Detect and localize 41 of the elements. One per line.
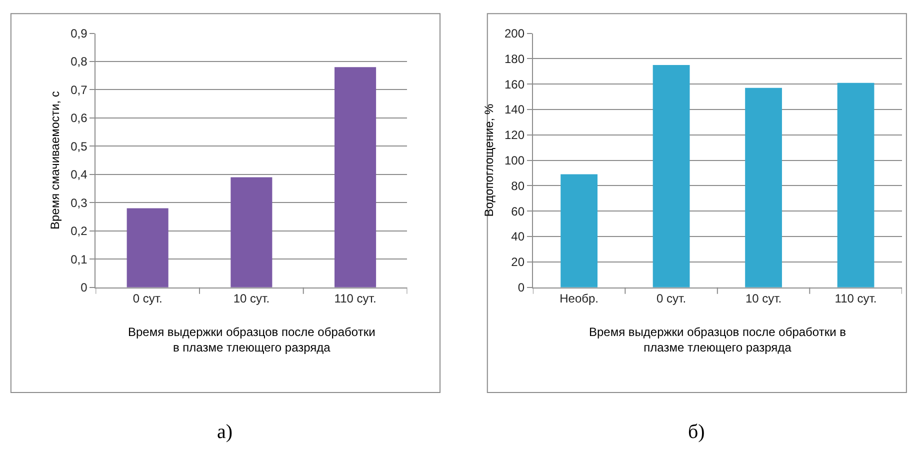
y-tick-label: 0 (80, 280, 88, 295)
y-axis-title: Водопоглощение, % (482, 104, 496, 217)
bar (837, 82, 874, 288)
y-tick-label: 0,1 (70, 252, 88, 266)
bar (334, 67, 376, 288)
y-tick-label: 0,9 (70, 26, 88, 40)
y-tick-label: 0,3 (70, 196, 88, 210)
x-tick-label: 110 сут. (334, 292, 376, 306)
y-tick-label: 0,8 (70, 54, 88, 69)
x-tick-label: 0 сут. (132, 292, 162, 306)
x-tick-label: 0 сут. (656, 292, 686, 306)
y-tick-label: 80 (511, 178, 525, 193)
y-tick-label: 140 (504, 102, 525, 117)
y-tick-label: 60 (511, 204, 525, 218)
text: б) (688, 421, 705, 443)
x-axis-title: Время выдержки образцов после обработки в плазме тлеющего разряда (589, 325, 846, 355)
y-tick-label: 0,2 (70, 224, 88, 238)
y-tick-label: 200 (504, 26, 525, 40)
bar (745, 88, 782, 288)
y-tick-label: 180 (504, 52, 525, 66)
y-tick-label: 0,5 (70, 139, 88, 154)
y-tick-label: 120 (504, 128, 525, 142)
bar (652, 65, 690, 288)
y-tick-label: 0,7 (70, 82, 88, 97)
y-tick-label: 100 (504, 154, 525, 168)
y-tick-label: 0 (518, 280, 525, 295)
x-tick-label: Необр. (560, 292, 599, 306)
bar (560, 174, 598, 288)
y-tick-label: 0,4 (70, 168, 88, 182)
x-tick-label: 10 сут. (745, 292, 782, 306)
y-tick-label: 0,6 (70, 111, 88, 126)
y-tick-label: 40 (511, 230, 525, 244)
y-axis-title: Время смачиваемости, с (48, 91, 62, 230)
text: а) (217, 421, 233, 443)
x-axis-title: Время выдержки образцов после обработки в плазме тлеющего разряда (128, 325, 376, 355)
x-tick-label: 10 сут. (233, 292, 270, 306)
y-tick-label: 160 (504, 77, 525, 92)
x-tick-label: 110 сут. (834, 292, 877, 306)
bar (126, 208, 168, 288)
bar (230, 177, 272, 288)
y-tick-label: 20 (511, 255, 525, 270)
